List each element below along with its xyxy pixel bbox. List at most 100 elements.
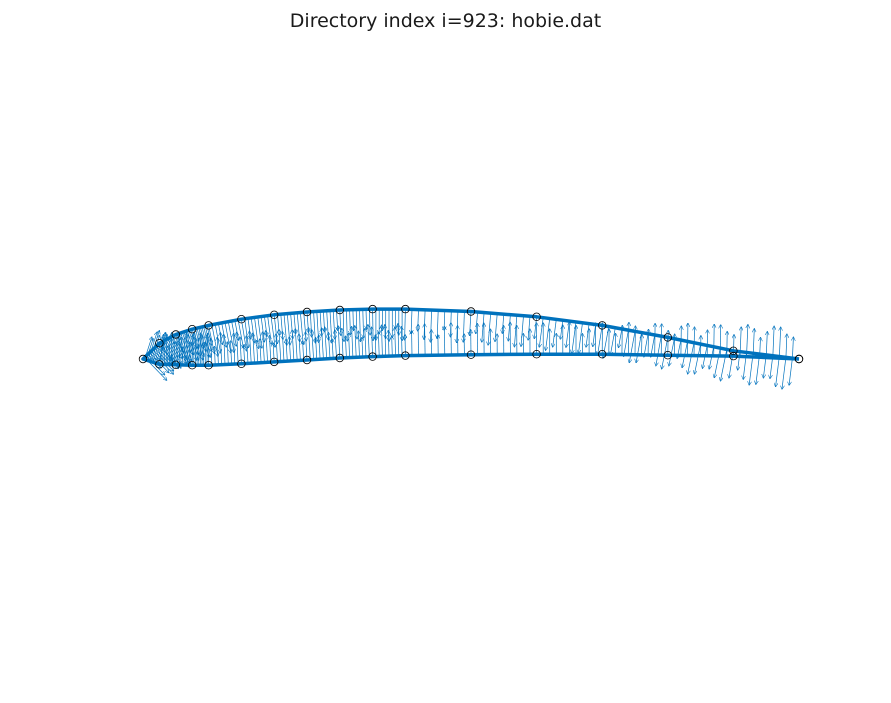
- normal-arrow: [227, 321, 234, 353]
- normal-arrow: [349, 334, 350, 358]
- normal-arrow: [644, 333, 649, 357]
- normal-arrow: [378, 332, 379, 357]
- normal-arrow: [482, 312, 485, 342]
- normal-arrow: [437, 310, 438, 338]
- normal-arrow: [688, 342, 695, 374]
- airfoil-point-marker: [368, 352, 377, 361]
- airfoil-point-marker: [663, 333, 672, 342]
- normal-arrow: [217, 338, 218, 365]
- airfoil-point-marker: [466, 350, 476, 359]
- airfoil-point-marker: [532, 350, 541, 359]
- normal-arrow: [189, 342, 190, 366]
- airfoil-point-marker: [663, 351, 672, 360]
- normal-arrow: [782, 357, 787, 389]
- normal-arrow: [375, 335, 376, 357]
- normal-arrow: [308, 328, 310, 360]
- normal-arrow: [695, 344, 701, 374]
- normal-arrow: [152, 345, 159, 363]
- normal-arrow: [300, 312, 303, 345]
- normal-arrow: [181, 338, 182, 365]
- airfoil-point-marker: [237, 315, 246, 324]
- airfoil-point-marker: [401, 304, 410, 314]
- normal-arrow: [338, 326, 340, 359]
- normal-arrow: [257, 341, 258, 363]
- airfoil-point-marker: [237, 359, 246, 368]
- normal-arrow: [244, 318, 249, 348]
- normal-arrow: [411, 309, 412, 333]
- normal-arrow: [214, 347, 215, 366]
- normal-arrow: [266, 331, 268, 363]
- normal-arrow: [224, 322, 231, 352]
- normal-arrow: [250, 317, 254, 342]
- normal-arrow: [579, 322, 583, 353]
- normal-arrow: [395, 328, 396, 356]
- normal-arrow: [211, 324, 218, 356]
- airfoil-point-marker: [401, 351, 410, 360]
- normal-arrow: [303, 341, 304, 361]
- normal-arrow: [425, 324, 426, 356]
- normal-arrow: [247, 318, 251, 339]
- airfoil-point-marker: [187, 325, 197, 334]
- airfoil-point-marker: [532, 312, 541, 321]
- normal-arrow: [322, 328, 324, 360]
- normal-arrow: [355, 326, 356, 358]
- normal-arrow: [208, 334, 209, 366]
- airfoil-point-marker: [729, 346, 738, 355]
- normal-arrow: [598, 325, 603, 354]
- normal-arrow: [168, 346, 169, 365]
- normal-arrow: [260, 316, 264, 342]
- normal-arrow: [312, 330, 314, 360]
- airfoil-point-marker: [204, 321, 213, 330]
- airfoil-point-marker: [335, 353, 344, 363]
- normal-arrow: [656, 336, 662, 365]
- airfoil-point-marker: [171, 330, 180, 339]
- normal-arrow: [244, 345, 245, 364]
- normal-arrow: [257, 316, 262, 348]
- airfoil-point-marker: [598, 321, 607, 330]
- normal-arrow: [231, 341, 232, 365]
- airfoil-point-marker: [171, 360, 180, 369]
- normal-arrow: [328, 333, 330, 359]
- normal-arrow: [173, 334, 174, 365]
- normal-arrow: [332, 339, 333, 359]
- airfoil-points: [138, 304, 804, 370]
- normal-arrow: [714, 325, 715, 356]
- normal-arrow: [628, 323, 629, 355]
- normal-arrow: [358, 331, 359, 358]
- normal-arrow: [593, 324, 596, 347]
- airfoil-point-marker: [794, 354, 804, 364]
- normal-arrow: [279, 330, 281, 362]
- airfoil-point-marker: [335, 305, 344, 315]
- normal-arrow: [352, 327, 353, 358]
- normal-arrow: [431, 309, 432, 342]
- normal-arrow: [669, 338, 675, 366]
- normal-arrow: [316, 338, 317, 360]
- normal-arrow: [147, 332, 157, 361]
- airfoil-point-marker: [187, 361, 197, 370]
- normal-arrow: [186, 333, 187, 366]
- normal-arrow: [508, 314, 511, 341]
- normal-arrow: [756, 354, 760, 384]
- normal-arrow: [227, 342, 228, 365]
- normal-arrow: [624, 330, 629, 356]
- normal-arrow: [382, 325, 383, 357]
- chart-title: Directory index i=923: hobie.dat: [290, 10, 601, 32]
- normal-arrow: [184, 338, 185, 366]
- normal-arrow: [305, 332, 307, 361]
- normal-arrow: [295, 329, 297, 361]
- normal-arrow: [514, 315, 518, 346]
- normal-arrow: [362, 338, 363, 358]
- normal-arrow: [263, 332, 265, 363]
- normal-arrow: [528, 316, 530, 340]
- normal-arrow: [289, 337, 290, 361]
- normal-arrow: [240, 337, 241, 364]
- normal-arrow: [211, 338, 212, 366]
- normal-arrow: [629, 331, 636, 362]
- airfoil-point-marker: [466, 307, 476, 316]
- normal-arrow: [792, 337, 793, 359]
- normal-arrow: [270, 315, 275, 347]
- normal-arrow: [709, 346, 715, 369]
- airfoil-point-marker: [270, 357, 279, 367]
- normal-arrow: [779, 327, 780, 359]
- airfoil-outline: [141, 307, 800, 367]
